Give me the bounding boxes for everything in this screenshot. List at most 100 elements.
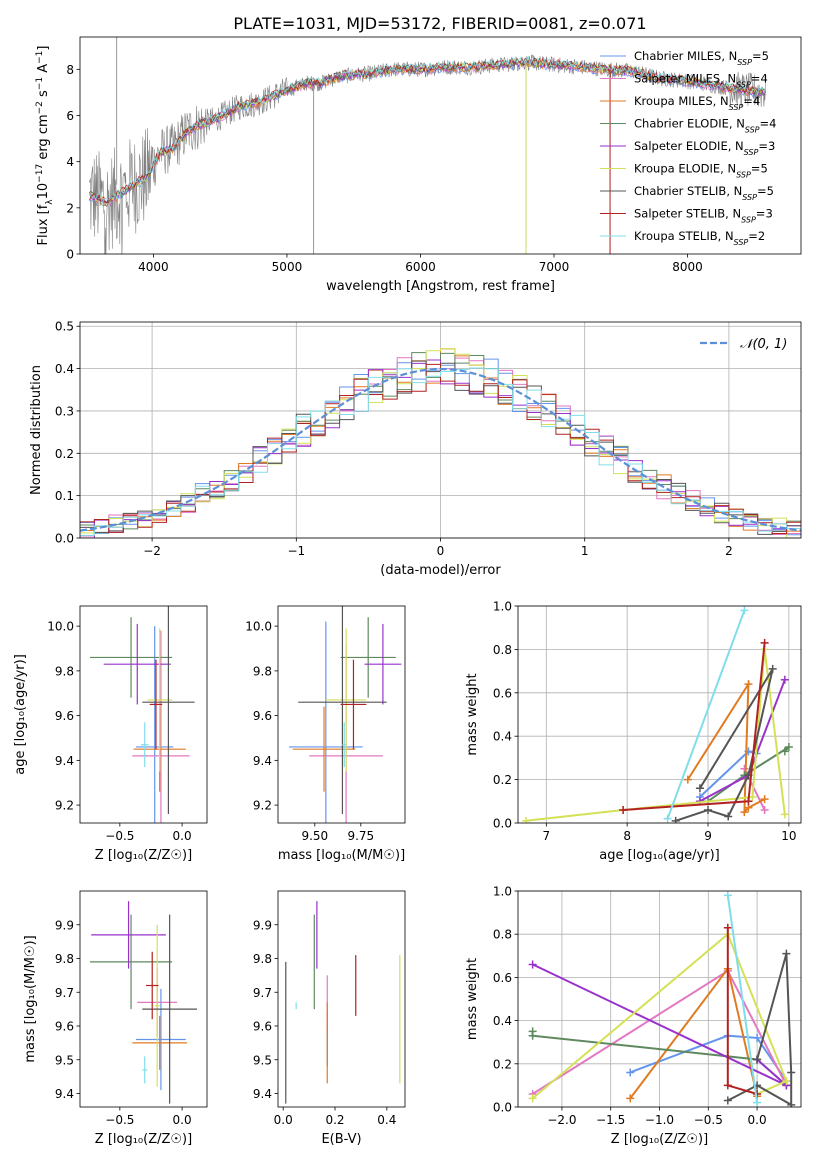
legend-n-symbol: N	[732, 207, 741, 221]
model-fit-line	[88, 55, 766, 204]
weight-point-marker	[695, 784, 704, 793]
legend-n-label: ,	[728, 139, 735, 153]
x-axis-label: mass [log₁₀(M/M☉)]	[278, 848, 405, 863]
legend-series-name: Kroupa MILES	[634, 94, 713, 108]
y-tick-label: 0.4	[493, 1014, 512, 1028]
y-tick-label: 9.4	[253, 1087, 272, 1101]
legend-n-symbol: N	[735, 139, 744, 153]
y-tick-label: 9.5	[55, 1053, 74, 1067]
legend-series-name: Salpeter STELIB	[634, 207, 725, 221]
legend-entry: Chabrier MILES, NSSP=5	[634, 49, 769, 67]
legend-entry: Kroupa MILES, NSSP=4	[634, 94, 760, 112]
legend-n-symbol: N	[725, 229, 734, 243]
y-tick-label: 0.2	[493, 1057, 512, 1071]
y-tick-label: 0.8	[493, 928, 512, 942]
legend-n-symbol: N	[734, 184, 743, 198]
y-tick-label: 0.6	[493, 686, 512, 700]
x-tick-label: 9.50	[301, 829, 328, 843]
weight-point-marker	[740, 808, 749, 817]
weight-point-marker	[683, 775, 692, 784]
legend-n-label: ,	[720, 162, 727, 176]
y-tick-label: 9.7	[253, 986, 272, 1000]
legend-entry: Kroupa ELODIE, NSSP=5	[634, 162, 768, 180]
legend-n-label: ,	[721, 49, 728, 63]
y-tick-label: 9.7	[55, 986, 74, 1000]
x-tick-label: −2	[143, 544, 161, 558]
weight-point-marker	[760, 805, 769, 814]
legend-n-subscript: SSP	[742, 193, 757, 202]
weight-point-marker	[784, 743, 793, 752]
y-tick-label: 0.0	[55, 532, 74, 546]
axes-frame	[79, 890, 208, 1108]
legend-entry: Salpeter ELODIE, NSSP=3	[634, 139, 775, 157]
weight-line	[666, 609, 746, 820]
y-tick-label: 0.0	[493, 817, 512, 831]
x-tick-label: 0	[437, 544, 445, 558]
y-axis-label: mass weight	[465, 673, 480, 755]
x-tick-label: 9.75	[347, 829, 374, 843]
legend-n-subscript: SSP	[736, 170, 751, 179]
legend-n-value: 5	[760, 162, 767, 176]
y-tick-label: 9.8	[55, 664, 74, 678]
weight-point-marker	[619, 805, 628, 814]
legend-entry: Chabrier ELODIE, NSSP=4	[634, 117, 776, 135]
y-tick-label: 9.9	[55, 918, 74, 932]
y-tick-label: 9.6	[55, 709, 74, 723]
x-tick-label: 7	[542, 829, 550, 843]
y-axis-label: Normed distribution	[29, 365, 44, 495]
z-vs-mass-weight-panel: −2.0 −1.5 −1.0 −0.5 0.0 0.0 0.2 0.4 0.6 0.8 1.0 Z […	[465, 885, 802, 1147]
y-axis-label-part: s	[36, 90, 51, 101]
legend-entry: Salpeter MILES, NSSP=4	[634, 72, 768, 90]
weight-point-marker	[626, 1094, 635, 1103]
y-axis-label-part: A	[36, 64, 51, 77]
legend-n-subscript: SSP	[736, 80, 751, 89]
y-tick-label: 9.8	[253, 952, 272, 966]
x-tick-label: 1	[581, 544, 589, 558]
y-tick-label: 0.1	[55, 489, 74, 503]
legend-equals: =	[751, 162, 761, 176]
weight-point-marker	[626, 1068, 635, 1077]
y-tick-label: 9.4	[55, 1087, 74, 1101]
legend-series-name: Kroupa STELIB	[634, 229, 718, 243]
legend-n-subscript: SSP	[741, 215, 756, 224]
y-axis-label: Flux [fλ10−17 erg cm−2 s−1 A−1]	[35, 46, 55, 246]
weight-line	[629, 966, 759, 1100]
x-tick-label: 9	[704, 829, 712, 843]
legend-equals: =	[758, 139, 768, 153]
y-axis-label-part: −2	[35, 101, 45, 114]
x-tick-label: 6000	[405, 260, 436, 274]
y-tick-label: 9.8	[253, 664, 272, 678]
legend-series-name: Chabrier MILES	[634, 49, 721, 63]
y-tick-label: 9.2	[55, 799, 74, 813]
legend-n-label: ,	[718, 229, 725, 243]
y-tick-label: 0.4	[493, 730, 512, 744]
legend-n-value: 3	[765, 207, 772, 221]
y-tick-label: 9.2	[253, 799, 272, 813]
x-tick-label: 0.4	[377, 1113, 396, 1127]
z-vs-mass-panel: −0.5 0.0 9.4 9.5 9.6 9.7 9.8 9.9 Z [log₁₀(Z/Z☉)]…	[23, 890, 208, 1147]
x-tick-label: 7000	[539, 260, 570, 274]
weight-point-marker	[782, 949, 791, 958]
plot-area	[285, 901, 401, 1104]
axes-frame	[79, 36, 802, 255]
x-tick-label: 0.0	[173, 829, 192, 843]
legend-n-value: 4	[760, 72, 767, 86]
weight-point-marker	[663, 814, 672, 823]
weight-point-marker	[753, 1098, 762, 1107]
legend-equals: =	[752, 49, 762, 63]
spectrum-panel: 4000 5000 6000 7000 8000 0 2 4 6 8 wavelength [Ang…	[35, 36, 802, 294]
x-tick-label: −1.5	[596, 1113, 625, 1127]
legend-equals: =	[757, 184, 767, 198]
x-axis-label: wavelength [Angstrom, rest frame]	[326, 279, 555, 294]
y-tick-label: 2	[66, 201, 74, 215]
y-tick-label: 4	[66, 155, 74, 169]
x-tick-label: 8	[623, 829, 631, 843]
x-tick-label: −1.0	[645, 1113, 674, 1127]
legend-entry: Salpeter STELIB, NSSP=3	[634, 207, 773, 225]
y-tick-label: 0.8	[493, 643, 512, 657]
legend-n-value: 4	[753, 94, 760, 108]
weight-point-marker	[780, 675, 789, 684]
weight-line	[531, 932, 788, 1100]
weight-point-marker	[723, 1081, 732, 1090]
x-tick-label: 10	[781, 829, 796, 843]
